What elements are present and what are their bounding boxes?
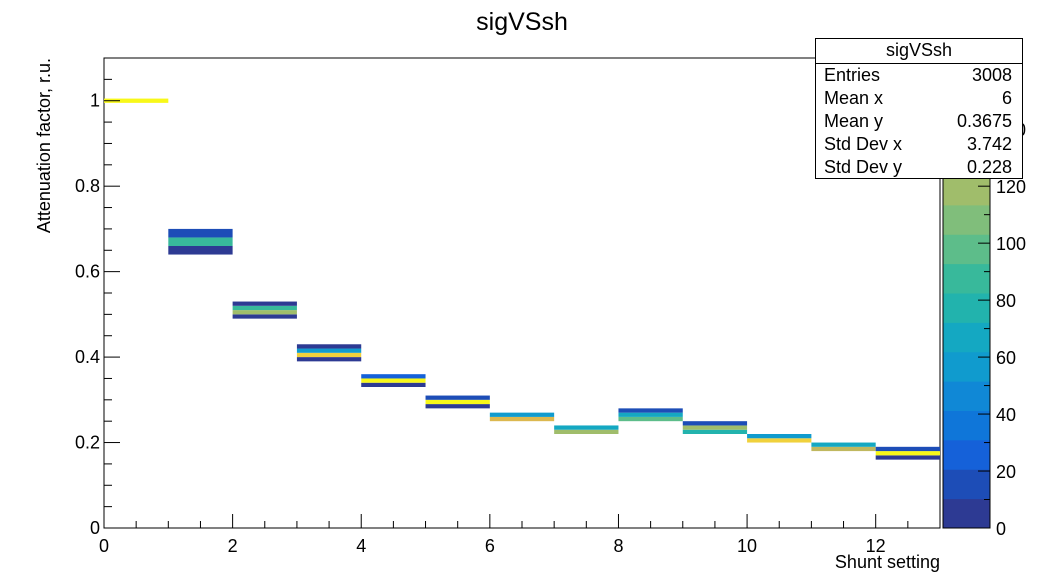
- heatmap-cell: [811, 446, 876, 452]
- heatmap-cell: [232, 310, 297, 315]
- stats-row-std-dev-x: Std Dev x 3.742: [816, 133, 1022, 156]
- heatmap-cell: [682, 429, 748, 434]
- heatmap-cell: [425, 399, 490, 405]
- x-axis: 0 2 4 6 8 10 12: [99, 514, 941, 556]
- x-tick-label: 4: [356, 536, 366, 556]
- heatmap-cell: [232, 314, 297, 319]
- z-tick-label: 100: [996, 234, 1026, 254]
- z-tick-label: 40: [996, 405, 1016, 425]
- y-tick-label: 0: [90, 518, 100, 538]
- z-tick-label: 60: [996, 348, 1016, 368]
- y-tick-label: 0.6: [75, 262, 100, 282]
- y-axis: 0 0.2 0.4 0.6 0.8 1: [75, 57, 120, 538]
- heatmap-cell: [875, 451, 940, 456]
- color-scale-band: [943, 351, 990, 382]
- heatmap-cell: [489, 416, 555, 422]
- heatmap-cell: [361, 374, 426, 379]
- z-tick-label: 0: [996, 519, 1006, 539]
- heatmap-cell: [425, 395, 490, 400]
- heatmap-cell: [618, 412, 683, 417]
- heatmap-cell: [296, 348, 362, 353]
- color-scale-band: [943, 175, 990, 206]
- stats-value: 3008: [971, 65, 1012, 85]
- heatmap-cell: [554, 429, 619, 434]
- stats-value: 0.3675: [956, 111, 1012, 131]
- heatmap-cell: [232, 305, 297, 311]
- x-tick-label: 2: [228, 536, 238, 556]
- z-tick-label: 120: [996, 177, 1026, 197]
- heatmap-cell: [361, 382, 426, 387]
- stats-label: Entries: [824, 65, 881, 85]
- heatmap-cell: [232, 301, 297, 306]
- color-scale-band: [943, 322, 990, 353]
- x-tick-label: 8: [613, 536, 623, 556]
- z-tick-label: 20: [996, 462, 1016, 482]
- stats-value: 0.228: [966, 157, 1012, 177]
- stats-label: Mean y: [824, 111, 884, 131]
- color-scale-band: [943, 469, 990, 500]
- y-tick-label: 0.4: [75, 347, 100, 367]
- heatmap-cell: [747, 434, 812, 439]
- heatmap-cell: [168, 228, 233, 238]
- y-tick-label: 0.8: [75, 176, 100, 196]
- stats-box: sigVSsh Entries 3008 Mean x 6 Mean y 0.3…: [815, 38, 1023, 179]
- heatmap-cell: [875, 455, 940, 460]
- heatmap-cell: [811, 442, 876, 447]
- heatmap-cell: [682, 425, 748, 430]
- heatmap-cell: [296, 352, 362, 358]
- x-tick-label: 12: [866, 536, 886, 556]
- z-tick-label: 80: [996, 291, 1016, 311]
- color-scale-band: [943, 439, 990, 470]
- color-scale-band: [943, 381, 990, 411]
- stats-label: Mean x: [824, 88, 884, 108]
- y-axis-label: Attenuation factor, r.u.: [34, 58, 54, 233]
- stats-label: Std Dev y: [824, 157, 903, 177]
- color-scale-band: [943, 263, 990, 294]
- x-tick-label: 6: [485, 536, 495, 556]
- color-scale-band: [943, 293, 990, 323]
- heatmap-cell: [554, 425, 619, 430]
- heatmap-cell: [618, 416, 683, 422]
- heatmap-cell: [618, 408, 683, 413]
- heatmap-cell: [168, 237, 233, 246]
- heatmap-cell: [489, 412, 555, 417]
- color-scale-band: [943, 498, 990, 529]
- heatmap-cell: [168, 246, 233, 255]
- heatmap-cell: [296, 344, 362, 349]
- stats-row-mean-y: Mean y 0.3675: [816, 110, 1022, 133]
- stats-row-std-dev-y: Std Dev y 0.228: [816, 156, 1022, 179]
- color-scale-band: [943, 234, 990, 265]
- stats-value: 6: [1001, 88, 1012, 108]
- y-tick-label: 1: [90, 91, 100, 111]
- heatmap-cell: [296, 357, 362, 362]
- color-scale-band: [943, 204, 990, 235]
- y-tick-label: 0.2: [75, 433, 100, 453]
- heatmap-cell: [361, 378, 426, 383]
- heatmap-cells: [104, 98, 940, 460]
- heatmap-cell: [425, 404, 490, 409]
- stats-value: 3.742: [966, 134, 1012, 154]
- stats-row-mean-x: Mean x 6: [816, 87, 1022, 110]
- stats-row-entries: Entries 3008: [816, 64, 1022, 87]
- stats-label: Std Dev x: [824, 134, 903, 154]
- heatmap-cell: [104, 98, 169, 103]
- x-tick-label: 0: [99, 536, 109, 556]
- heatmap-cell: [875, 446, 940, 452]
- heatmap-cell: [747, 438, 812, 443]
- color-scale-band: [943, 410, 990, 441]
- heatmap-cell: [682, 421, 748, 426]
- x-tick-label: 10: [737, 536, 757, 556]
- stats-title: sigVSsh: [816, 39, 1022, 64]
- chart-title: sigVSsh: [476, 8, 568, 36]
- x-axis-label: Shunt setting: [835, 552, 940, 572]
